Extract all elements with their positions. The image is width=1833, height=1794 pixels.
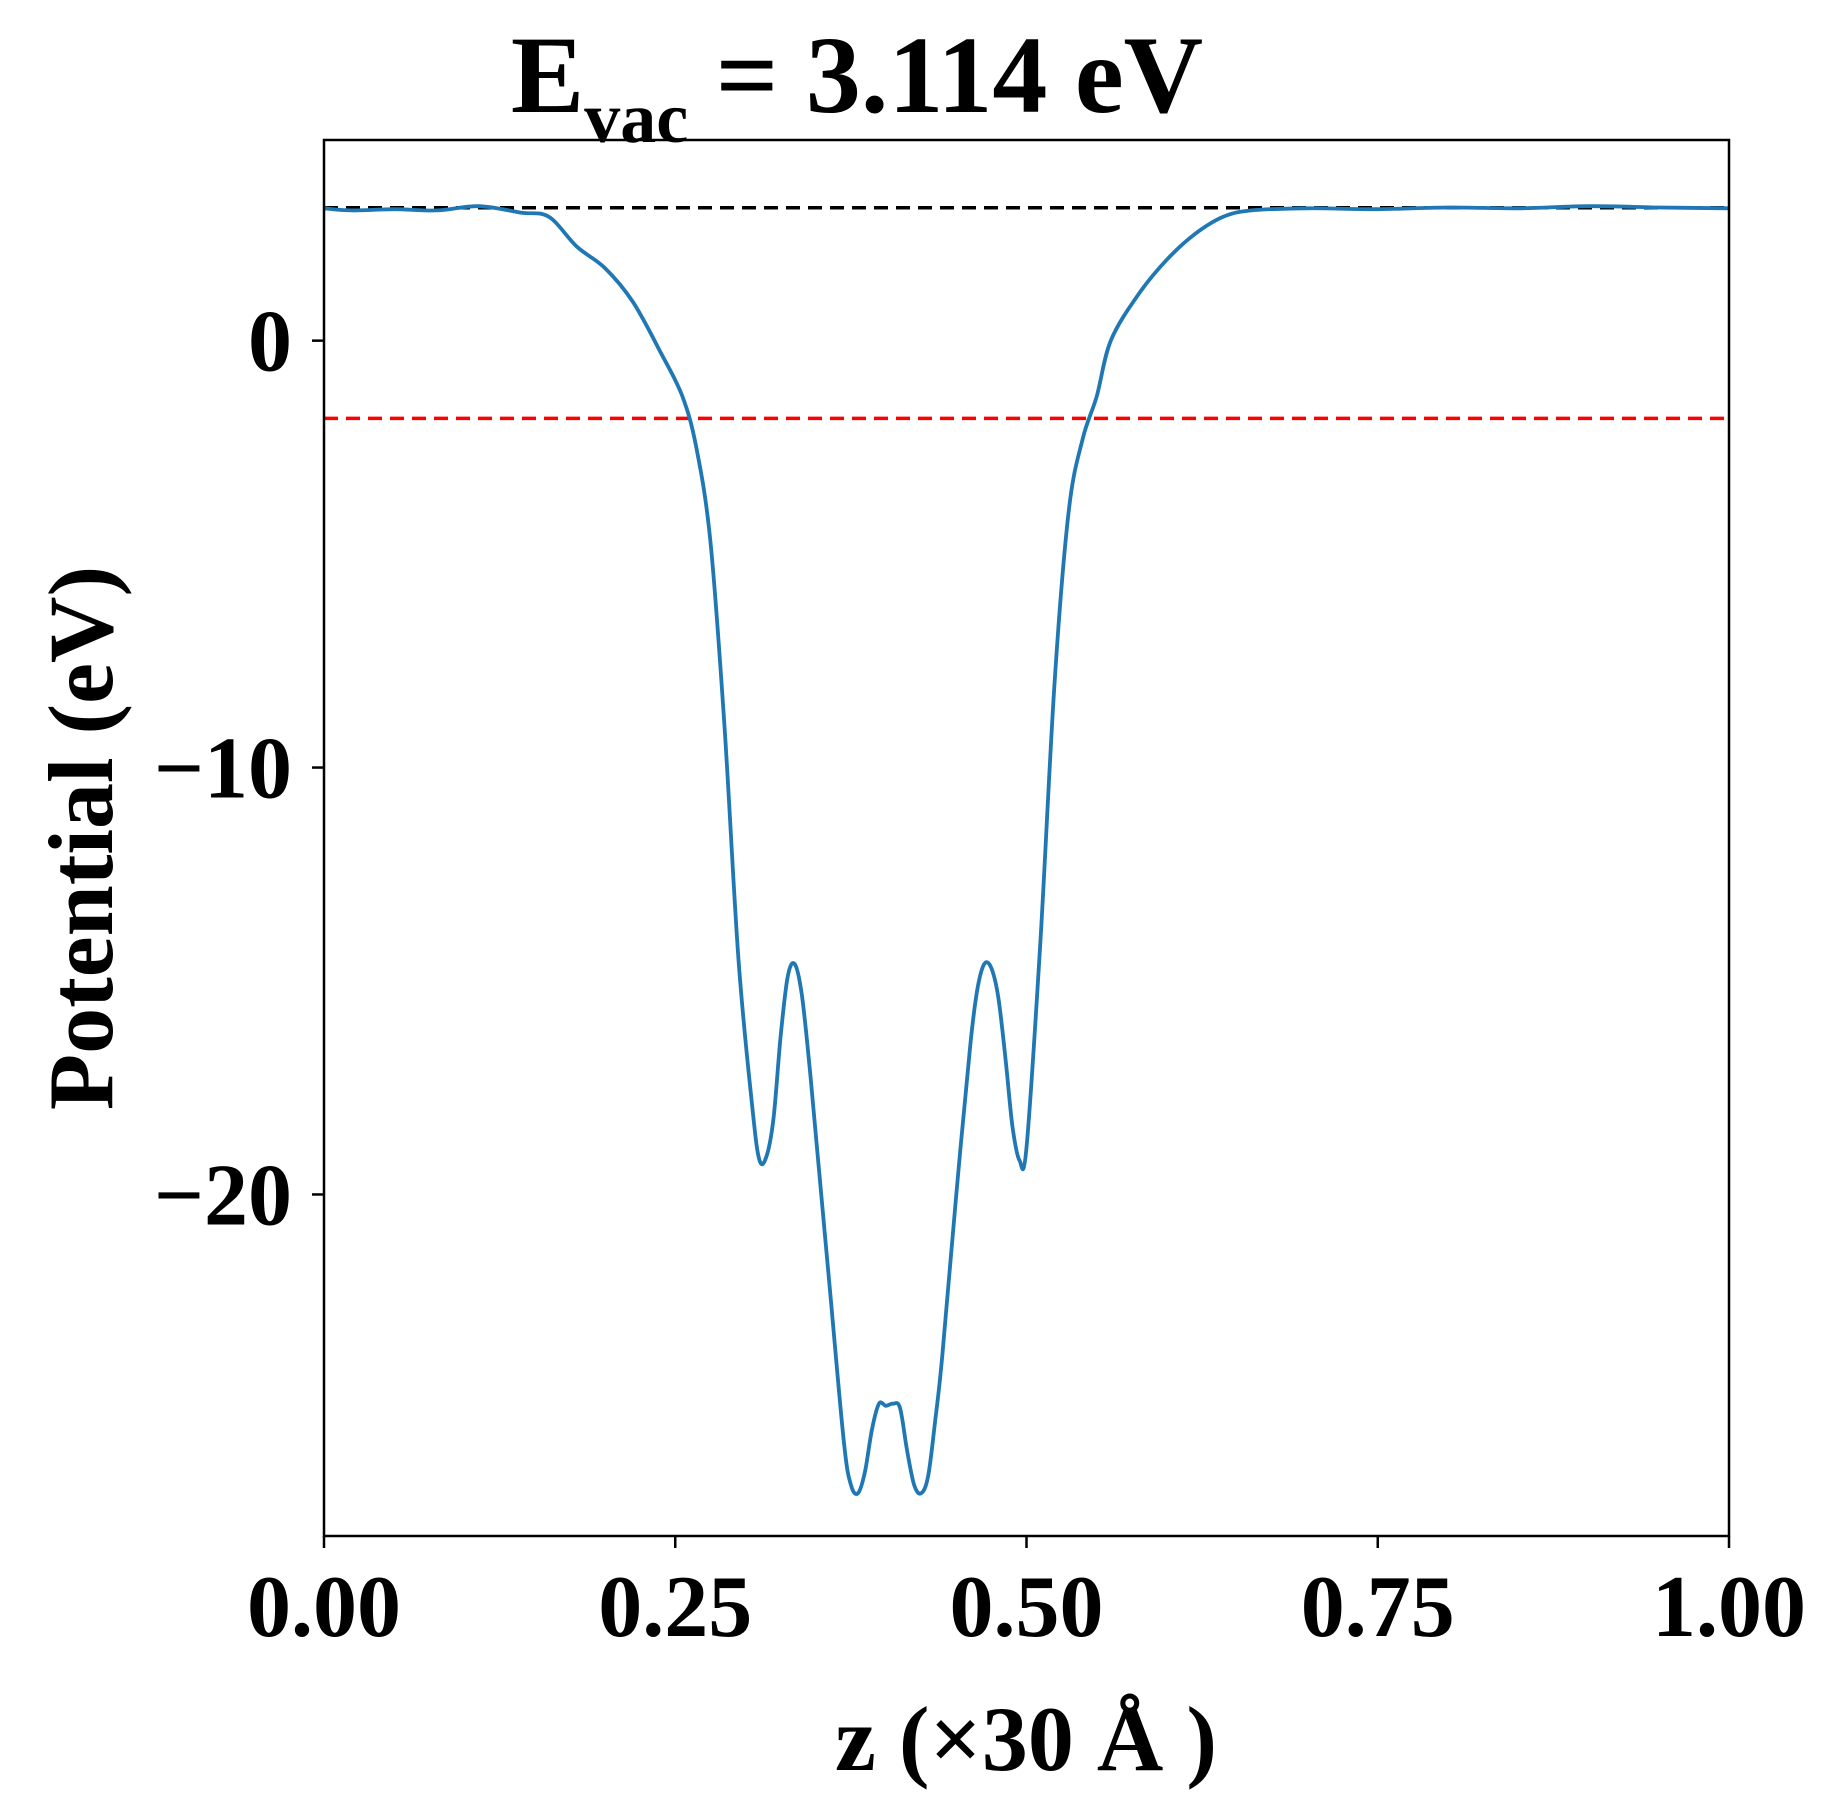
title-subscript: vac xyxy=(584,78,688,158)
y-axis-label: Potential (eV) xyxy=(30,566,132,1110)
y-tick-label: −20 xyxy=(154,1147,292,1244)
x-tick-label: 0.75 xyxy=(1301,1559,1455,1656)
y-tick-label: −10 xyxy=(154,721,292,818)
x-tick-label: 0.00 xyxy=(247,1559,401,1656)
y-tick-label: 0 xyxy=(248,294,292,391)
x-tick-label: 1.00 xyxy=(1652,1559,1806,1656)
chart-title: Evac = 3.114 eV xyxy=(511,14,1203,158)
x-axis-ticks: 0.00 0.25 0.50 0.75 1.00 xyxy=(247,1536,1806,1656)
x-tick-label: 0.50 xyxy=(950,1559,1104,1656)
x-axis-label: z (×30 Å ) xyxy=(835,1688,1217,1790)
y-axis-ticks: 0 −10 −20 xyxy=(154,294,324,1244)
x-tick-label: 0.25 xyxy=(598,1559,752,1656)
title-rest: = 3.114 eV xyxy=(688,14,1203,136)
series-line-0 xyxy=(324,204,1729,1496)
title-main: E xyxy=(511,14,584,136)
series-lines xyxy=(324,204,1729,1496)
